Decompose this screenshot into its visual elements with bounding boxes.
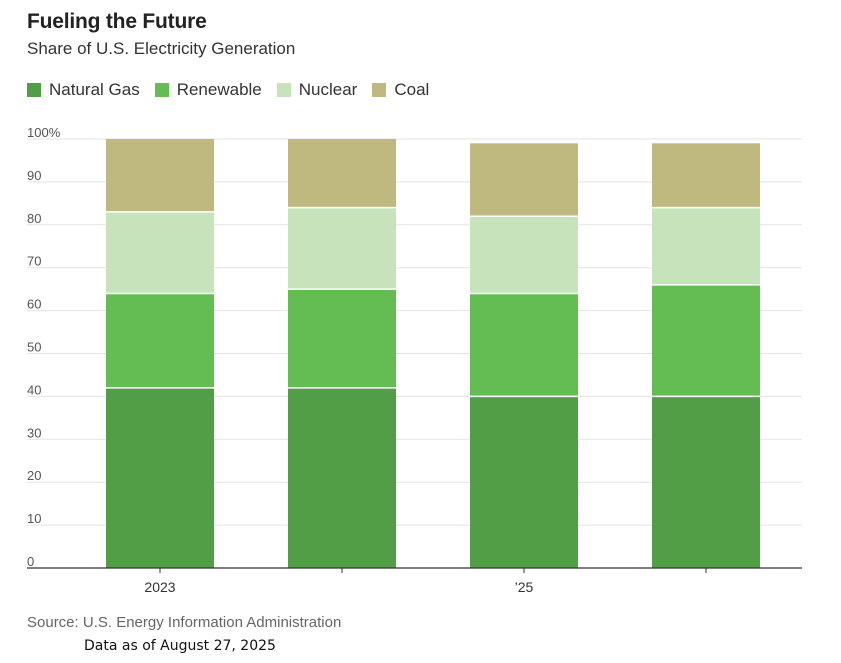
bar-segment-natural-gas	[106, 387, 214, 568]
y-tick-label: 0	[27, 554, 34, 569]
y-tick-label: 40	[27, 382, 41, 397]
y-tick-label: 80	[27, 211, 41, 226]
legend-swatch-natural-gas	[27, 83, 41, 97]
bar-segment-nuclear	[652, 207, 760, 285]
bar-segment-nuclear	[288, 207, 396, 290]
y-tick-label: 30	[27, 425, 41, 440]
data-date-note: Data as of August 27, 2025	[84, 638, 276, 654]
y-tick-label: 60	[27, 297, 41, 312]
bar-segment-nuclear	[106, 211, 214, 294]
bar-segment-natural-gas	[288, 387, 396, 568]
legend-swatch-nuclear	[276, 83, 291, 97]
y-tick-label: 50	[27, 340, 41, 355]
bar-segment-renewable	[288, 289, 396, 388]
bar-segment-natural-gas	[470, 396, 578, 568]
legend-label-nuclear: Nuclear	[298, 80, 358, 99]
chart-subtitle: Share of U.S. Electricity Generation	[27, 39, 296, 58]
bar-segment-nuclear	[470, 216, 578, 294]
legend-label-natural-gas: Natural Gas	[49, 80, 140, 99]
y-tick-label: 10	[27, 511, 41, 526]
legend-label-coal: Coal	[394, 80, 430, 99]
x-tick-label: 2023	[144, 579, 175, 595]
legend-item-natural-gas: Natural Gas	[27, 80, 140, 100]
legend-swatch-coal	[372, 83, 387, 97]
bar-segment-renewable	[652, 284, 760, 397]
y-tick-label: 90	[27, 168, 41, 183]
y-tick-label: 20	[27, 468, 41, 483]
y-tick-label: 70	[27, 254, 41, 269]
x-tick-label: ’25	[515, 579, 534, 595]
legend-swatch-renewable	[154, 83, 169, 97]
y-tick-label: 100%	[27, 125, 61, 140]
bar-segment-renewable	[470, 293, 578, 397]
bar-segment-coal	[652, 143, 760, 208]
bar-segment-natural-gas	[652, 396, 760, 568]
legend-item-coal: Coal	[372, 80, 429, 100]
chart-title: Fueling the Future	[27, 10, 207, 33]
legend-item-nuclear: Nuclear	[276, 80, 358, 100]
bar-segment-coal	[106, 139, 214, 212]
legend-item-renewable: Renewable	[154, 80, 262, 100]
bar-segment-coal	[288, 139, 396, 208]
source-note: Source: U.S. Energy Information Administ…	[27, 614, 342, 631]
bar-segment-coal	[470, 143, 578, 217]
bar-segment-renewable	[106, 293, 214, 388]
stacked-bar-chart: 0 10 20 30 40 50 60 70 80 90 100% 2023 ’25	[27, 125, 802, 595]
legend-label-renewable: Renewable	[176, 80, 262, 99]
legend: Natural Gas Renewable Nuclear Coal	[27, 80, 444, 100]
